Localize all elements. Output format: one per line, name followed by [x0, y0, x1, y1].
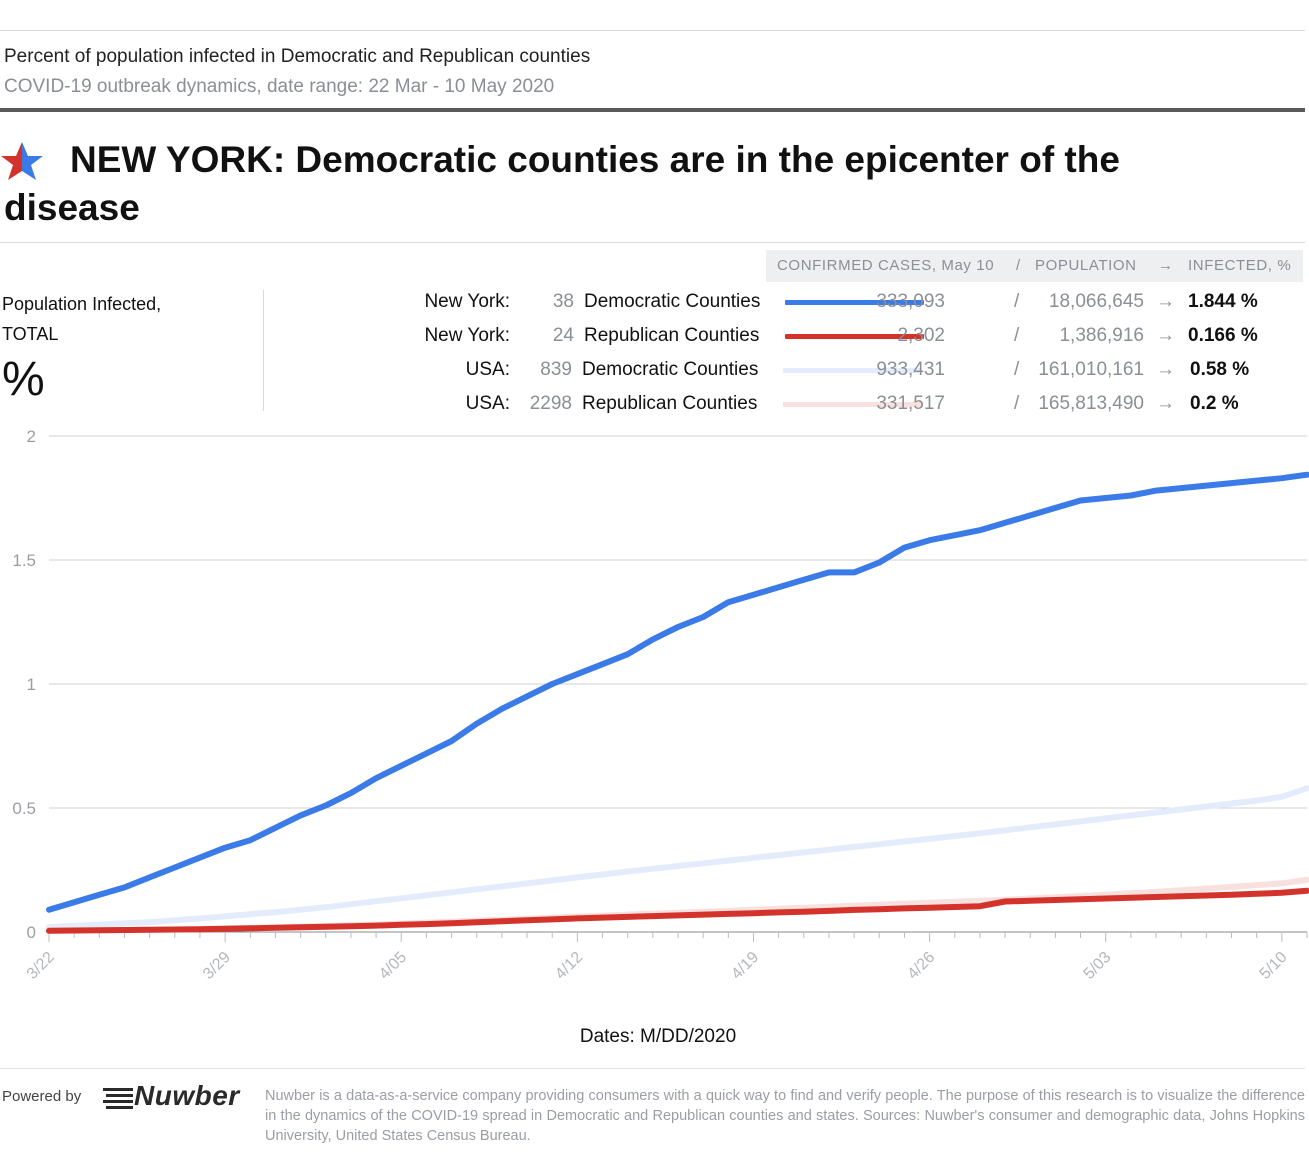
legend-arrow: →: [1156, 325, 1175, 346]
legend-population: 1,386,916: [1059, 325, 1144, 346]
legend-swatch: [783, 368, 922, 373]
legend-cases: 331,517: [876, 393, 945, 414]
nuwber-logo[interactable]: Nuwber: [134, 1080, 240, 1111]
legend-cases: 933,431: [876, 359, 945, 380]
legend-cases: 2,302: [897, 325, 945, 346]
x-axis-label: Dates: M/DD/2020: [580, 1026, 736, 1047]
footnote: Nuwber is a data-as-a-service company pr…: [265, 1088, 1305, 1144]
legend-group: Democratic Counties: [582, 359, 759, 380]
legend-count: 839: [540, 359, 572, 380]
legend-row: USA: 839 Democratic Counties 933,431 / 1…: [390, 355, 1305, 385]
series-line: [46, 876, 1309, 934]
line-chart: 0 0.5 1 1.5 2 3/22 3/29 4/05 4/12 4/19 4/26 5/03 5/1…: [12, 427, 1309, 1047]
legend-region: USA:: [465, 359, 510, 380]
x-tick-label: 4/26: [904, 949, 938, 983]
y-tick-label: 1: [27, 675, 36, 694]
legend-swatch: [783, 402, 922, 407]
date-range: COVID-19 outbreak dynamics, date range: …: [4, 76, 555, 97]
nuwber-logo-icon: [103, 1088, 133, 1109]
x-tick-label: 3/22: [24, 949, 58, 983]
y-tick-label: 1.5: [12, 551, 36, 570]
x-tick-label: 5/03: [1081, 949, 1115, 983]
y-tick-label: 0.5: [12, 799, 36, 818]
legend-group: Democratic Counties: [584, 291, 761, 312]
legend-infected: 1.844 %: [1188, 291, 1258, 312]
y-tick-label: 0: [27, 923, 36, 942]
legend-divider: [263, 290, 264, 411]
legend-swatch: [785, 300, 924, 305]
header-divider: [0, 108, 1305, 112]
legend-arrow: →: [1156, 291, 1175, 312]
legend-count: 2298: [529, 393, 572, 414]
legend-header-arrow: →: [1158, 257, 1174, 274]
legend-header-infected: INFECTED, %: [1188, 257, 1292, 274]
x-tick-label: 4/05: [376, 949, 410, 983]
star-icon: [1, 142, 43, 180]
legend-population: 18,066,645: [1048, 291, 1144, 312]
legend-infected: 0.166 %: [1188, 325, 1258, 346]
legend-arrow: →: [1156, 393, 1175, 414]
powered-by: Powered by: [2, 1088, 82, 1105]
series-line: [46, 785, 1309, 930]
x-tick-label: 3/29: [200, 949, 234, 983]
legend-cases: 333,093: [876, 291, 945, 312]
legend-infected: 0.58 %: [1190, 359, 1250, 380]
page-title: NEW YORK: Democratic counties are in the…: [4, 139, 1120, 228]
y-axis-unit: %: [2, 353, 45, 406]
series-line: [46, 887, 1309, 934]
legend-group: Republican Counties: [582, 393, 758, 414]
legend-header: CONFIRMED CASES, May 10 / POPULATION → I…: [766, 250, 1303, 282]
footer-rule: [0, 1068, 1305, 1069]
x-tick-label: 5/10: [1257, 949, 1291, 983]
y-axis-title-line2: TOTAL: [2, 324, 59, 344]
y-tick-label: 2: [27, 427, 36, 446]
title-rule: [0, 242, 1305, 243]
legend-count: 24: [552, 325, 574, 346]
legend-arrow: →: [1156, 359, 1175, 380]
legend-population: 161,010,161: [1038, 359, 1144, 380]
x-tick-label: 4/19: [728, 949, 762, 983]
legend-slash: /: [1014, 291, 1020, 312]
series-line: [46, 471, 1309, 913]
legend-slash: /: [1014, 393, 1020, 414]
legend-slash: /: [1014, 359, 1020, 380]
legend-slash: /: [1014, 325, 1020, 346]
legend-row: New York: 38 Democratic Counties 333,093…: [390, 287, 1305, 317]
legend-row: USA: 2298 Republican Counties 331,517 / …: [390, 389, 1305, 419]
legend-header-separator: /: [1016, 257, 1021, 274]
legend-header-population: POPULATION: [1035, 257, 1137, 274]
legend-region: New York:: [424, 291, 510, 312]
legend-infected: 0.2 %: [1190, 393, 1239, 414]
top-rule: [0, 30, 1305, 31]
y-axis-title-line1: Population Infected,: [2, 294, 162, 314]
legend-region: USA:: [465, 393, 510, 414]
legend-region: New York:: [424, 325, 510, 346]
chart-subtitle: Percent of population infected in Democr…: [4, 46, 591, 67]
legend-header-cases: CONFIRMED CASES, May 10: [777, 257, 995, 274]
legend-population: 165,813,490: [1038, 393, 1144, 414]
legend-swatch: [785, 334, 924, 339]
legend-count: 38: [552, 291, 574, 312]
legend-group: Republican Counties: [584, 325, 760, 346]
x-tick-label: 4/12: [552, 949, 586, 983]
y-axis-title: Population Infected, TOTAL: [2, 289, 161, 349]
legend-row: New York: 24 Republican Counties 2,302 /…: [390, 321, 1305, 351]
